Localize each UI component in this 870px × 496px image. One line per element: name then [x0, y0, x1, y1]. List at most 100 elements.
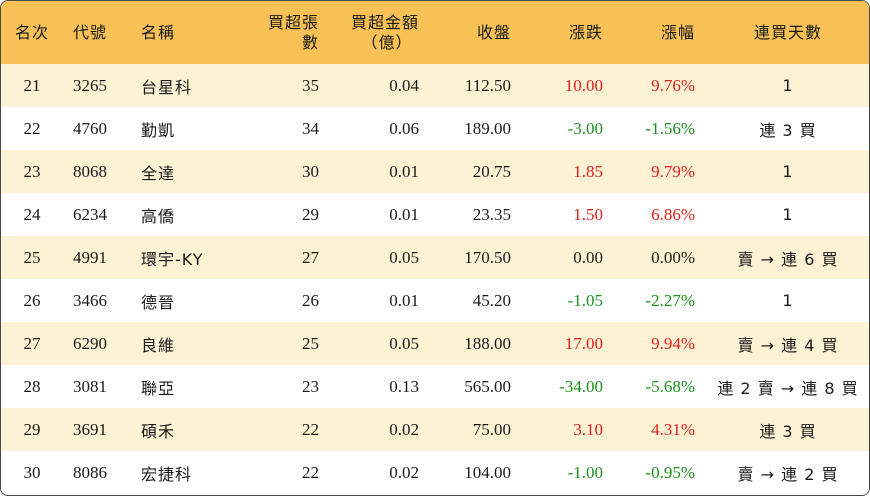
net-lots-cell: 25: [247, 322, 331, 365]
net-amount-cell: 0.05: [331, 322, 431, 365]
name-cell: 勤凱: [133, 107, 247, 150]
close-cell-text: 565.00: [464, 376, 511, 396]
header-streak: 連買天數: [753, 22, 822, 42]
rank-cell-text: 24: [23, 204, 41, 224]
net-lots-cell-text: 27: [302, 247, 319, 267]
net-lots-cell: 23: [247, 365, 331, 408]
header-net-amount-line2: （億）: [361, 32, 413, 52]
table-row: 26 3466 德晉 26 0.01 45.20 -1.05 -2.27% 1: [1, 279, 869, 322]
change-cell: 0.00: [523, 236, 615, 279]
net-lots-cell: 34: [247, 107, 331, 150]
net-lots-cell-text: 22: [302, 419, 319, 439]
name-cell-text: 全達: [141, 163, 176, 183]
change-cell: 10.00: [523, 64, 615, 107]
close-cell-text: 112.50: [464, 75, 511, 95]
net-amount-cell: 0.01: [331, 279, 431, 322]
net-amount-cell-text: 0.06: [389, 118, 419, 138]
name-cell: 良維: [133, 322, 247, 365]
code-cell: 8086: [63, 451, 133, 494]
net-amount-cell-text: 0.13: [389, 376, 419, 396]
pct-cell-text: 9.79%: [651, 161, 695, 181]
rank-cell: 30: [1, 451, 63, 494]
streak-cell: 連 2 賣 → 連 8 買: [707, 365, 869, 408]
code-cell-text: 8086: [73, 462, 107, 482]
close-cell-text: 170.50: [464, 247, 511, 267]
name-cell: 聯亞: [133, 365, 247, 408]
net-lots-cell: 27: [247, 236, 331, 279]
close-cell-text: 104.00: [464, 462, 511, 482]
net-lots-cell-text: 29: [302, 204, 319, 224]
code-cell-text: 6290: [73, 333, 107, 353]
net-amount-cell-text: 0.01: [389, 204, 419, 224]
code-cell: 3691: [63, 408, 133, 451]
rank-cell: 21: [1, 64, 63, 107]
net-amount-cell-text: 0.01: [389, 290, 419, 310]
net-lots-cell: 30: [247, 150, 331, 193]
close-cell-text: 45.20: [472, 290, 511, 310]
pct-cell: 9.76%: [615, 64, 707, 107]
change-cell: -1.05: [523, 279, 615, 322]
rank-cell-text: 22: [23, 118, 41, 138]
rank-cell: 25: [1, 236, 63, 279]
change-cell-text: 0.00: [573, 247, 603, 267]
pct-cell: 9.94%: [615, 322, 707, 365]
streak-cell: 賣 → 連 2 買: [707, 451, 869, 494]
name-cell: 碩禾: [133, 408, 247, 451]
net-amount-cell: 0.02: [331, 451, 431, 494]
pct-cell-text: 6.86%: [651, 204, 695, 224]
change-cell-text: -34.00: [559, 376, 603, 396]
net-lots-cell: 22: [247, 408, 331, 451]
code-cell-text: 6234: [73, 204, 107, 224]
pct-cell: -0.95%: [615, 451, 707, 494]
name-cell-text: 良維: [141, 335, 176, 355]
rank-cell-text: 30: [23, 462, 41, 482]
net-lots-cell: 26: [247, 279, 331, 322]
net-lots-cell: 35: [247, 64, 331, 107]
table-row: 27 6290 良維 25 0.05 188.00 17.00 9.94% 賣 → 連 4 買: [1, 322, 869, 365]
net-amount-cell: 0.01: [331, 150, 431, 193]
name-cell-text: 宏捷科: [141, 464, 193, 484]
streak-cell: 1: [707, 193, 869, 236]
code-cell: 3081: [63, 365, 133, 408]
pct-cell: 0.00%: [615, 236, 707, 279]
change-cell: 3.10: [523, 408, 615, 451]
header-code: 代號: [73, 22, 108, 42]
change-cell: 17.00: [523, 322, 615, 365]
code-cell: 4760: [63, 107, 133, 150]
net-lots-cell-text: 34: [302, 118, 319, 138]
change-cell: -1.00: [523, 451, 615, 494]
streak-cell: 連 3 買: [707, 408, 869, 451]
rank-cell: 28: [1, 365, 63, 408]
rank-cell-text: 28: [23, 376, 41, 396]
name-cell-text: 環宇-KY: [141, 249, 204, 269]
table-row: 25 4991 環宇-KY 27 0.05 170.50 0.00 0.00% 賣 → 連 6 …: [1, 236, 869, 279]
streak-cell-text: 連 2 賣 → 連 8 買: [717, 378, 859, 398]
change-cell-text: 17.00: [564, 333, 603, 353]
net-amount-cell-text: 0.05: [389, 247, 419, 267]
close-cell: 75.00: [431, 408, 523, 451]
pct-cell-text: -5.68%: [645, 376, 695, 396]
streak-cell-text: 賣 → 連 6 買: [737, 249, 839, 269]
pct-cell: -5.68%: [615, 365, 707, 408]
table-row: 23 8068 全達 30 0.01 20.75 1.85 9.79% 1: [1, 150, 869, 193]
pct-cell: 4.31%: [615, 408, 707, 451]
net-lots-cell-text: 22: [302, 462, 319, 482]
code-cell: 3466: [63, 279, 133, 322]
close-cell: 45.20: [431, 279, 523, 322]
streak-cell-text: 1: [782, 204, 794, 224]
net-lots-cell-text: 30: [302, 161, 319, 181]
close-cell-text: 188.00: [464, 333, 511, 353]
name-cell: 宏捷科: [133, 451, 247, 494]
code-cell-text: 4760: [73, 118, 107, 138]
code-cell-text: 8068: [73, 161, 107, 181]
close-cell: 112.50: [431, 64, 523, 107]
net-lots-cell-text: 25: [302, 333, 319, 353]
change-cell: 1.50: [523, 193, 615, 236]
table-row: 30 8086 宏捷科 22 0.02 104.00 -1.00 -0.95% 賣 → 連 2 …: [1, 451, 869, 494]
close-cell: 189.00: [431, 107, 523, 150]
code-cell: 8068: [63, 150, 133, 193]
streak-cell-text: 連 3 買: [759, 421, 817, 441]
rank-cell-text: 27: [23, 333, 41, 353]
